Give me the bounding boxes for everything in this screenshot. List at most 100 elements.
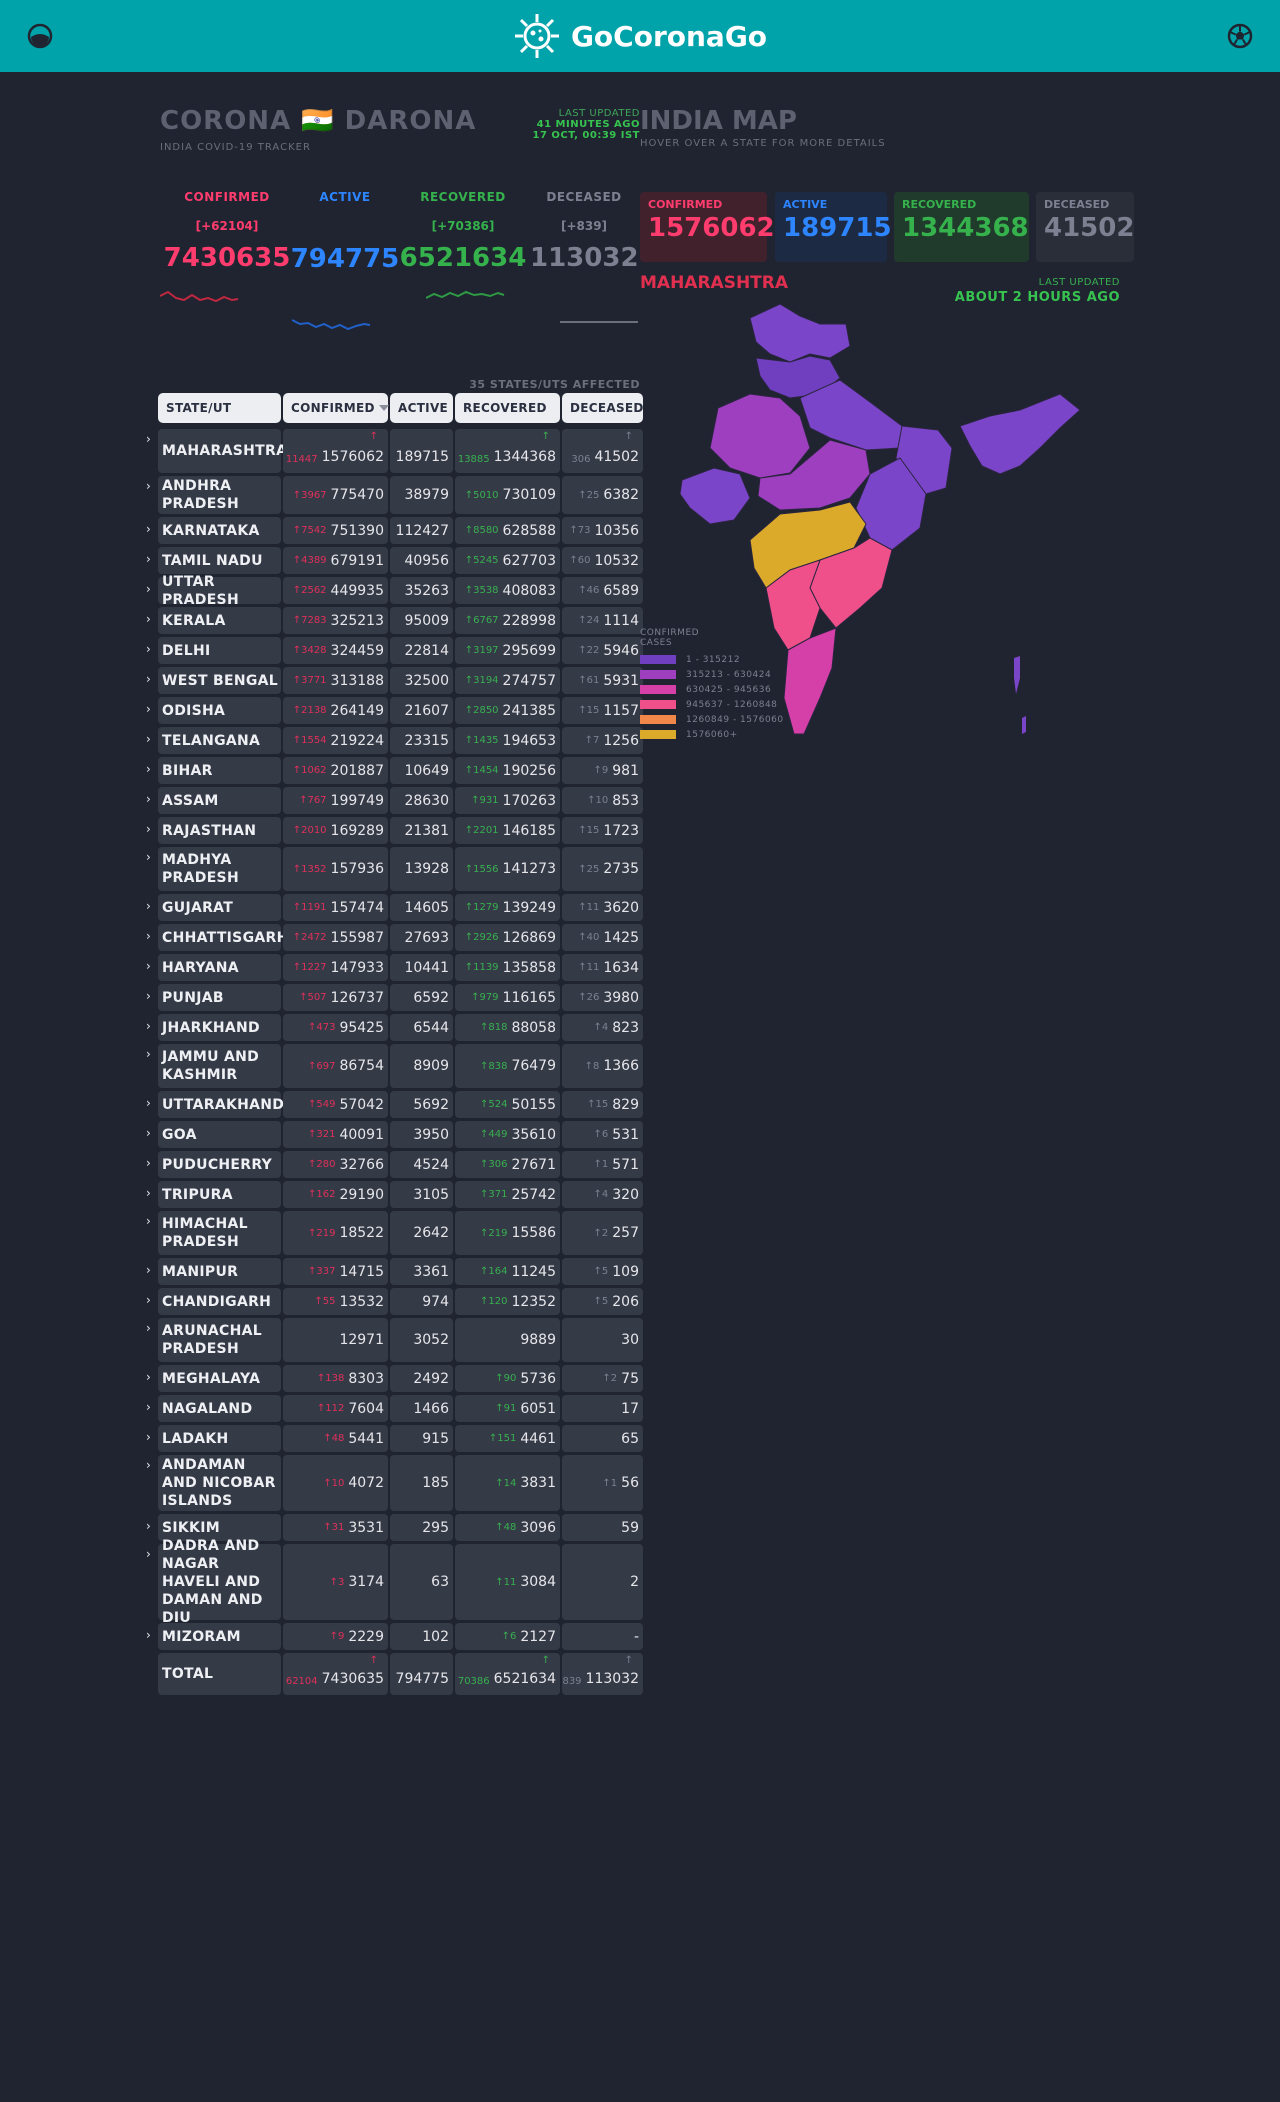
expand-chevron-icon[interactable]: › — [146, 1458, 151, 1472]
dark-mode-icon[interactable] — [26, 22, 54, 50]
state-name[interactable]: MAHARASHTRA — [158, 429, 287, 473]
expand-chevron-icon[interactable]: › — [146, 672, 151, 686]
delta-value: ↑3967 — [293, 490, 327, 501]
state-name[interactable]: MEGHALAYA — [158, 1365, 281, 1392]
state-name[interactable]: GOA — [158, 1121, 281, 1148]
state-name[interactable]: TRIPURA — [158, 1181, 281, 1208]
state-name[interactable]: RAJASTHAN — [158, 817, 281, 844]
expand-chevron-icon[interactable]: › — [146, 432, 151, 446]
map-state-gujarat[interactable] — [679, 467, 751, 525]
state-name[interactable]: TELANGANA — [158, 727, 281, 754]
state-name[interactable]: SIKKIM — [158, 1514, 281, 1541]
state-name[interactable]: PUDUCHERRY — [158, 1151, 281, 1178]
expand-chevron-icon[interactable]: › — [146, 792, 151, 806]
cell-value: 3105 — [413, 1186, 449, 1203]
expand-chevron-icon[interactable]: › — [146, 1519, 151, 1533]
expand-chevron-icon[interactable]: › — [146, 702, 151, 716]
expand-chevron-icon[interactable]: › — [146, 522, 151, 536]
expand-chevron-icon[interactable]: › — [146, 1019, 151, 1033]
map-state-tamil-nadu-kerala[interactable] — [783, 627, 837, 735]
expand-chevron-icon[interactable]: › — [146, 1293, 151, 1307]
expand-chevron-icon[interactable]: › — [146, 899, 151, 913]
state-name[interactable]: LADAKH — [158, 1425, 281, 1452]
expand-chevron-icon[interactable]: › — [146, 989, 151, 1003]
state-name[interactable]: BIHAR — [158, 757, 281, 784]
state-name[interactable]: TAMIL NADU — [158, 547, 281, 574]
expand-chevron-icon[interactable]: › — [146, 762, 151, 776]
expand-chevron-icon[interactable]: › — [146, 822, 151, 836]
state-name[interactable]: DADRA AND NAGAR HAVELI AND DAMAN AND DIU — [158, 1538, 281, 1626]
state-name[interactable]: GUJARAT — [158, 894, 281, 921]
map-state-andaman[interactable] — [1014, 656, 1026, 734]
logo[interactable]: GoCoronaGo — [0, 12, 1280, 60]
expand-chevron-icon[interactable]: › — [146, 642, 151, 656]
state-name[interactable]: CHANDIGARH — [158, 1288, 281, 1315]
expand-chevron-icon[interactable]: › — [146, 1186, 151, 1200]
india-map[interactable] — [670, 298, 1090, 768]
expand-chevron-icon[interactable]: › — [146, 1047, 151, 1061]
map-state-jammu-kashmir[interactable] — [749, 303, 851, 363]
state-name[interactable]: MADHYA PRADESH — [158, 847, 281, 891]
deceased-cell: 17 — [562, 1395, 643, 1422]
expand-chevron-icon[interactable]: › — [146, 1370, 151, 1384]
map-state-rajasthan[interactable] — [709, 393, 811, 479]
expand-chevron-icon[interactable]: › — [146, 1156, 151, 1170]
delta-arrow-icon: ↑ — [578, 863, 587, 875]
state-name[interactable]: PUNJAB — [158, 984, 281, 1011]
header-deceased[interactable]: DECEASED — [562, 393, 643, 423]
state-name[interactable]: DELHI — [158, 637, 281, 664]
expand-chevron-icon[interactable]: › — [146, 929, 151, 943]
map-state-karnataka[interactable] — [765, 559, 821, 651]
state-name[interactable]: UTTARAKHAND — [158, 1091, 284, 1118]
map-state-madhya-pradesh[interactable] — [757, 439, 871, 511]
map-state-north-east[interactable] — [959, 393, 1081, 475]
expand-chevron-icon[interactable]: › — [146, 959, 151, 973]
expand-chevron-icon[interactable]: › — [146, 732, 151, 746]
header-active[interactable]: ACTIVE — [390, 393, 453, 423]
state-name[interactable]: KERALA — [158, 607, 281, 634]
expand-chevron-icon[interactable]: › — [146, 582, 151, 596]
expand-chevron-icon[interactable]: › — [146, 552, 151, 566]
state-name[interactable]: ARUNACHAL PRADESH — [158, 1318, 281, 1362]
state-name[interactable]: ANDAMAN AND NICOBAR ISLANDS — [158, 1455, 281, 1511]
expand-chevron-icon[interactable]: › — [146, 850, 151, 864]
expand-chevron-icon[interactable]: › — [146, 479, 151, 493]
state-name[interactable]: UTTAR PRADESH — [158, 574, 281, 608]
expand-chevron-icon[interactable]: › — [146, 1321, 151, 1335]
state-name[interactable]: MIZORAM — [158, 1623, 281, 1650]
expand-chevron-icon[interactable]: › — [146, 1096, 151, 1110]
delta-arrow-icon: ↑ — [464, 902, 474, 913]
expand-chevron-icon[interactable]: › — [146, 612, 151, 626]
state-name[interactable]: JAMMU AND KASHMIR — [158, 1044, 281, 1088]
state-name[interactable]: JHARKHAND — [158, 1014, 281, 1041]
state-name[interactable]: MANIPUR — [158, 1258, 281, 1285]
header-state[interactable]: STATE/UT — [158, 393, 281, 423]
expand-chevron-icon[interactable]: › — [146, 1430, 151, 1444]
state-name[interactable]: CHHATTISGARH — [158, 924, 288, 951]
expand-chevron-icon[interactable]: › — [146, 1628, 151, 1642]
total-label[interactable]: TOTAL — [158, 1653, 281, 1695]
map-card-value: 189715 — [783, 213, 892, 243]
header-recovered[interactable]: RECOVERED — [455, 393, 560, 423]
sort-desc-icon — [378, 405, 389, 411]
header-confirmed[interactable]: CONFIRMED — [283, 393, 389, 423]
delta-arrow-icon: ↑ — [323, 1477, 332, 1489]
confirmed-cell: ↑31 3531 — [283, 1514, 388, 1541]
expand-chevron-icon[interactable]: › — [146, 1547, 151, 1561]
state-name[interactable]: HIMACHAL PRADESH — [158, 1211, 281, 1255]
expand-chevron-icon[interactable]: › — [146, 1400, 151, 1414]
delta-arrow-icon: ↑ — [299, 795, 308, 806]
state-name[interactable]: KARNATAKA — [158, 517, 281, 544]
state-name[interactable]: WEST BENGAL — [158, 667, 281, 694]
state-name[interactable]: HARYANA — [158, 954, 281, 981]
expand-chevron-icon[interactable]: › — [146, 1214, 151, 1228]
state-name[interactable]: ODISHA — [158, 697, 281, 724]
expand-chevron-icon[interactable]: › — [146, 1263, 151, 1277]
soccer-ball-icon[interactable] — [1226, 22, 1254, 50]
state-name[interactable]: ASSAM — [158, 787, 281, 814]
state-name[interactable]: NAGALAND — [158, 1395, 281, 1422]
delta-value: ↑767 — [299, 795, 326, 806]
state-name[interactable]: ANDHRA PRADESH — [158, 476, 281, 514]
delta-number: 112 — [325, 1403, 345, 1414]
expand-chevron-icon[interactable]: › — [146, 1126, 151, 1140]
